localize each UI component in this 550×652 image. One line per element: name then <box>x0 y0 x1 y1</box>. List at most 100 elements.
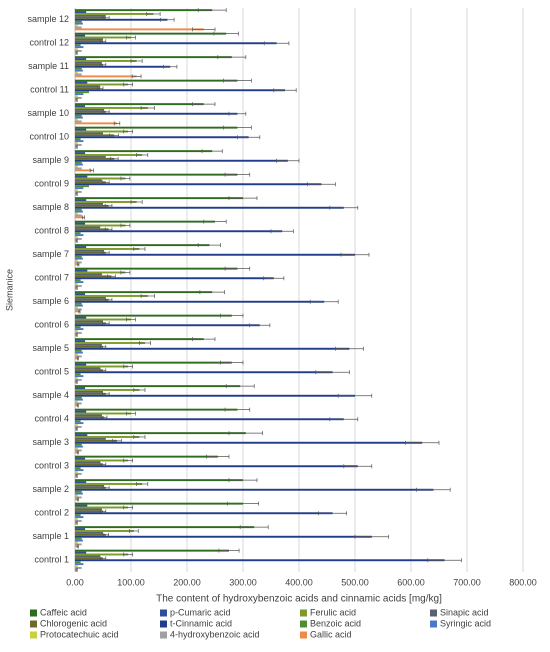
bar <box>75 173 238 176</box>
bar <box>75 154 143 156</box>
bar <box>75 519 82 522</box>
bar <box>75 459 129 462</box>
bar <box>75 479 243 482</box>
bar <box>75 486 106 489</box>
bar <box>75 373 81 376</box>
bar <box>75 69 83 72</box>
bar <box>75 22 83 25</box>
legend-swatch <box>430 620 437 628</box>
bar <box>75 510 103 513</box>
bar <box>75 257 83 260</box>
x-tick-label: 800.00 <box>509 577 537 587</box>
y-tick-label: control 12 <box>29 38 69 48</box>
legend-label: t-Cinnamic acid <box>170 618 232 628</box>
bar <box>75 432 246 435</box>
bar <box>75 220 215 223</box>
bar <box>75 126 238 129</box>
bar <box>75 414 102 417</box>
bar <box>75 298 109 301</box>
bar <box>75 318 131 321</box>
x-tick-label: 0.00 <box>66 577 84 587</box>
bar <box>75 369 103 372</box>
y-tick-label: control 10 <box>29 132 69 142</box>
bar <box>75 143 82 146</box>
bar <box>75 157 115 160</box>
bar <box>75 261 82 264</box>
bar <box>75 425 82 428</box>
bar <box>75 443 82 446</box>
bar <box>75 563 84 566</box>
bar <box>75 549 229 552</box>
legend-swatch <box>300 631 307 639</box>
bar <box>75 410 87 413</box>
x-tick-label: 400.00 <box>285 577 313 587</box>
bar <box>75 342 145 344</box>
bar <box>75 244 210 247</box>
bar <box>75 214 82 217</box>
bar <box>75 385 241 388</box>
bar <box>75 330 78 332</box>
x-tick-label: 100.00 <box>117 577 145 587</box>
bar <box>75 49 82 52</box>
bar <box>75 545 78 548</box>
bar <box>75 199 87 202</box>
bar <box>75 259 78 262</box>
bar <box>75 518 78 520</box>
bar <box>75 424 78 426</box>
bar <box>75 73 82 76</box>
bar <box>75 353 78 356</box>
bar <box>75 18 168 21</box>
bar <box>75 161 82 164</box>
legend-swatch <box>30 620 37 628</box>
bar <box>75 206 344 209</box>
bar <box>75 122 117 125</box>
bar <box>75 566 82 569</box>
bar <box>75 32 227 35</box>
bar <box>75 85 101 88</box>
legend-swatch <box>160 620 167 628</box>
bar <box>75 349 82 352</box>
bar <box>75 248 140 250</box>
bar <box>75 159 288 162</box>
legend-label: p-Cumaric acid <box>170 607 231 617</box>
bar <box>75 253 355 256</box>
legend-label: Benzoic acid <box>310 618 361 628</box>
bar <box>75 404 78 407</box>
legend-label: Caffeic acid <box>40 607 87 617</box>
bar <box>75 61 102 64</box>
bar <box>75 187 84 190</box>
bar <box>75 310 80 313</box>
bar <box>75 514 81 517</box>
bar <box>75 408 238 411</box>
y-tick-label: sample 6 <box>32 296 69 306</box>
bar <box>75 79 238 82</box>
bar <box>75 300 325 303</box>
bar <box>75 114 82 117</box>
bar <box>75 14 106 17</box>
bar <box>75 16 106 19</box>
bar <box>75 472 82 475</box>
bar <box>75 118 78 121</box>
bar <box>75 343 102 346</box>
bar <box>75 93 84 96</box>
bar <box>75 457 86 460</box>
bar <box>75 471 78 473</box>
bar <box>75 138 81 141</box>
bar <box>75 279 81 282</box>
bar <box>75 246 87 249</box>
bar <box>75 181 106 184</box>
legend-swatch <box>160 609 167 617</box>
bar <box>75 26 82 29</box>
bar <box>75 340 86 343</box>
bar <box>75 96 82 99</box>
y-tick-label: control 5 <box>34 367 69 377</box>
bar <box>75 232 81 235</box>
legend-label: Syringic acid <box>440 618 491 628</box>
bar <box>75 183 322 186</box>
bar <box>75 416 105 419</box>
bar <box>75 306 78 309</box>
y-tick-label: control 3 <box>34 461 69 471</box>
bar <box>75 208 82 211</box>
bar <box>75 551 87 554</box>
bar <box>75 9 213 12</box>
